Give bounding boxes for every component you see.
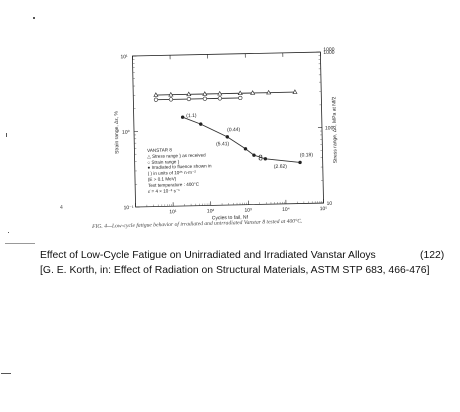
chart-plot-area: 10¹ 10² 10³ 10⁴ 10⁵ Cycles to fail, Nf 10⁻¹ 10⁰… — [114, 47, 339, 222]
open-circle-marker — [186, 96, 191, 102]
reference-title-text: Effect of Low-Cycle Fatigue on Unirradia… — [40, 250, 376, 261]
figure-number: 4 — [60, 205, 63, 211]
scan-line — [1, 373, 11, 375]
x-tick-label: 10² — [207, 208, 215, 214]
point-label: (5.41) — [216, 141, 230, 147]
reference-citation: [G. E. Korth, in: Effect of Radiation on… — [40, 265, 430, 276]
y-right-tick-label: 1000 — [323, 50, 334, 56]
filled-circle-marker — [243, 147, 248, 151]
triangle-marker — [186, 91, 192, 97]
reference-title: Effect of Low-Cycle Fatigue on Unirradia… — [40, 250, 460, 261]
point-label: (0.44) — [227, 127, 241, 133]
y-left-axis-label: Strain range, Δε, % — [114, 110, 121, 153]
filled-circle-marker — [180, 115, 185, 119]
x-tick-label: 10⁵ — [320, 206, 328, 212]
open-circle-marker — [217, 96, 222, 101]
y-left-tick-label: 10⁻¹ — [124, 205, 134, 211]
triangle-marker — [237, 90, 243, 96]
filled-circle-marker — [199, 122, 203, 126]
chart-legend: VANSTAR 8 △ Stress range } as received ○… — [147, 146, 212, 194]
filled-circle-marker — [263, 157, 268, 161]
triangle-marker — [250, 90, 256, 95]
series-line — [155, 91, 295, 96]
y-left-tick-label: 10¹ — [120, 54, 128, 60]
scan-line — [5, 243, 35, 244]
triangle-marker — [292, 89, 298, 94]
scan-speck — [8, 232, 10, 234]
curve-tag: 8 — [258, 153, 263, 162]
x-tick-label: 10⁴ — [282, 207, 290, 213]
open-circle-marker — [153, 97, 159, 102]
x-tick-label: 10¹ — [169, 209, 177, 215]
series-line — [155, 97, 241, 101]
filled-circle-marker — [225, 135, 229, 139]
scan-speck — [33, 17, 35, 19]
reference-number: (122) — [420, 250, 445, 261]
x-tick-label: 10³ — [244, 208, 252, 214]
triangle-marker — [266, 89, 272, 95]
fatigue-chart: 10¹ 10² 10³ 10⁴ 10⁵ Cycles to fail, Nf 10⁻¹ 10⁰… — [114, 47, 339, 222]
point-label: (2.62) — [274, 164, 288, 170]
open-circle-marker — [168, 97, 174, 102]
top-right-tick-label: 1000 — [323, 47, 334, 53]
open-circle-marker — [202, 96, 207, 101]
filled-circle-marker — [252, 153, 256, 157]
filled-circle-marker — [298, 160, 302, 165]
open-circle-marker — [238, 95, 243, 101]
triangle-marker — [153, 92, 159, 97]
y-left-tick-label: 10⁰ — [122, 130, 130, 136]
triangle-marker — [202, 91, 208, 96]
triangle-marker — [217, 90, 223, 96]
scan-speck — [6, 133, 8, 137]
x-axis-label: Cycles to fail, Nf — [212, 215, 249, 222]
y-right-axis-label: Stress range, Δσ, MPa at Nf/2 — [331, 96, 338, 163]
y-right-tick-label: 10 — [327, 201, 333, 207]
point-label: (1.1) — [186, 113, 197, 119]
triangle-marker — [168, 91, 174, 97]
y-right-tick-label: 100 — [325, 125, 334, 131]
point-label: (0.18) — [300, 152, 314, 158]
